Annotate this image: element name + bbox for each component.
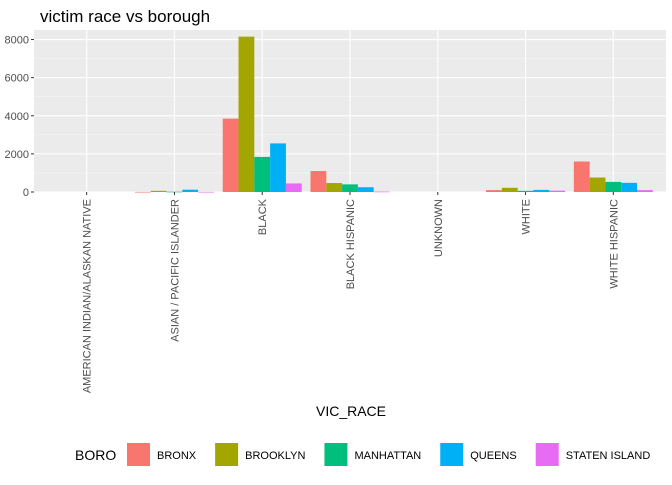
bar — [222, 118, 239, 192]
bar — [573, 161, 590, 192]
y-tick-label: 8000 — [5, 35, 29, 47]
bar — [605, 181, 622, 192]
chart-title: victim race vs borough — [40, 7, 210, 26]
bar — [549, 190, 566, 192]
grid-major — [34, 30, 666, 193]
x-axis-title: VIC_RACE — [316, 403, 386, 419]
bar — [238, 36, 255, 192]
y-tick-label: 0 — [23, 187, 29, 199]
legend-label: BROOKLYN — [245, 450, 305, 462]
x-tick-label: AMERICAN INDIAN/ALASKAN NATIVE — [82, 199, 94, 393]
x-tick-label: UNKNOWN — [433, 199, 445, 257]
x-tick-label: BLACK HISPANIC — [345, 199, 357, 289]
bar — [517, 190, 534, 192]
bar — [285, 183, 302, 192]
x-tick-label: ASIAN / PACIFIC ISLANDER — [169, 199, 181, 342]
x-axis: AMERICAN INDIAN/ALASKAN NATIVE ASIAN / PA… — [82, 192, 620, 393]
bar — [486, 190, 502, 192]
bar — [637, 190, 653, 192]
legend-key — [127, 443, 150, 466]
legend-key — [324, 443, 348, 466]
legend-key — [535, 443, 559, 466]
bar — [589, 177, 606, 192]
bar — [254, 156, 271, 192]
bar — [182, 189, 199, 192]
legend: BORO BRONX BROOKLYN MANHATTAN QUEENS STATEN … — [75, 443, 650, 466]
y-tick-label: 6000 — [5, 73, 29, 85]
y-axis: 0 2000 4000 6000 8000 — [5, 35, 34, 199]
legend-key — [440, 443, 464, 466]
bar — [533, 189, 550, 192]
legend-label: BRONX — [157, 450, 197, 462]
bar — [373, 191, 390, 193]
bars — [134, 36, 653, 193]
bar — [621, 182, 638, 192]
bar — [198, 191, 214, 193]
legend-label: STATEN ISLAND — [566, 450, 651, 462]
x-tick-label: WHITE — [521, 199, 533, 234]
bar — [134, 191, 151, 193]
legend-label: QUEENS — [470, 450, 516, 462]
legend-key — [215, 443, 239, 466]
x-tick-label: BLACK — [257, 198, 269, 235]
bar — [357, 187, 374, 192]
legend-label: MANHATTAN — [354, 450, 421, 462]
bar — [326, 183, 343, 192]
x-tick-label: WHITE HISPANIC — [608, 199, 620, 289]
bar — [150, 190, 167, 192]
y-tick-label: 4000 — [5, 111, 29, 123]
bar — [270, 143, 286, 192]
legend-title: BORO — [75, 447, 116, 463]
bar — [501, 187, 518, 192]
bar — [342, 184, 358, 192]
y-tick-label: 2000 — [5, 149, 29, 161]
bar — [310, 171, 327, 192]
